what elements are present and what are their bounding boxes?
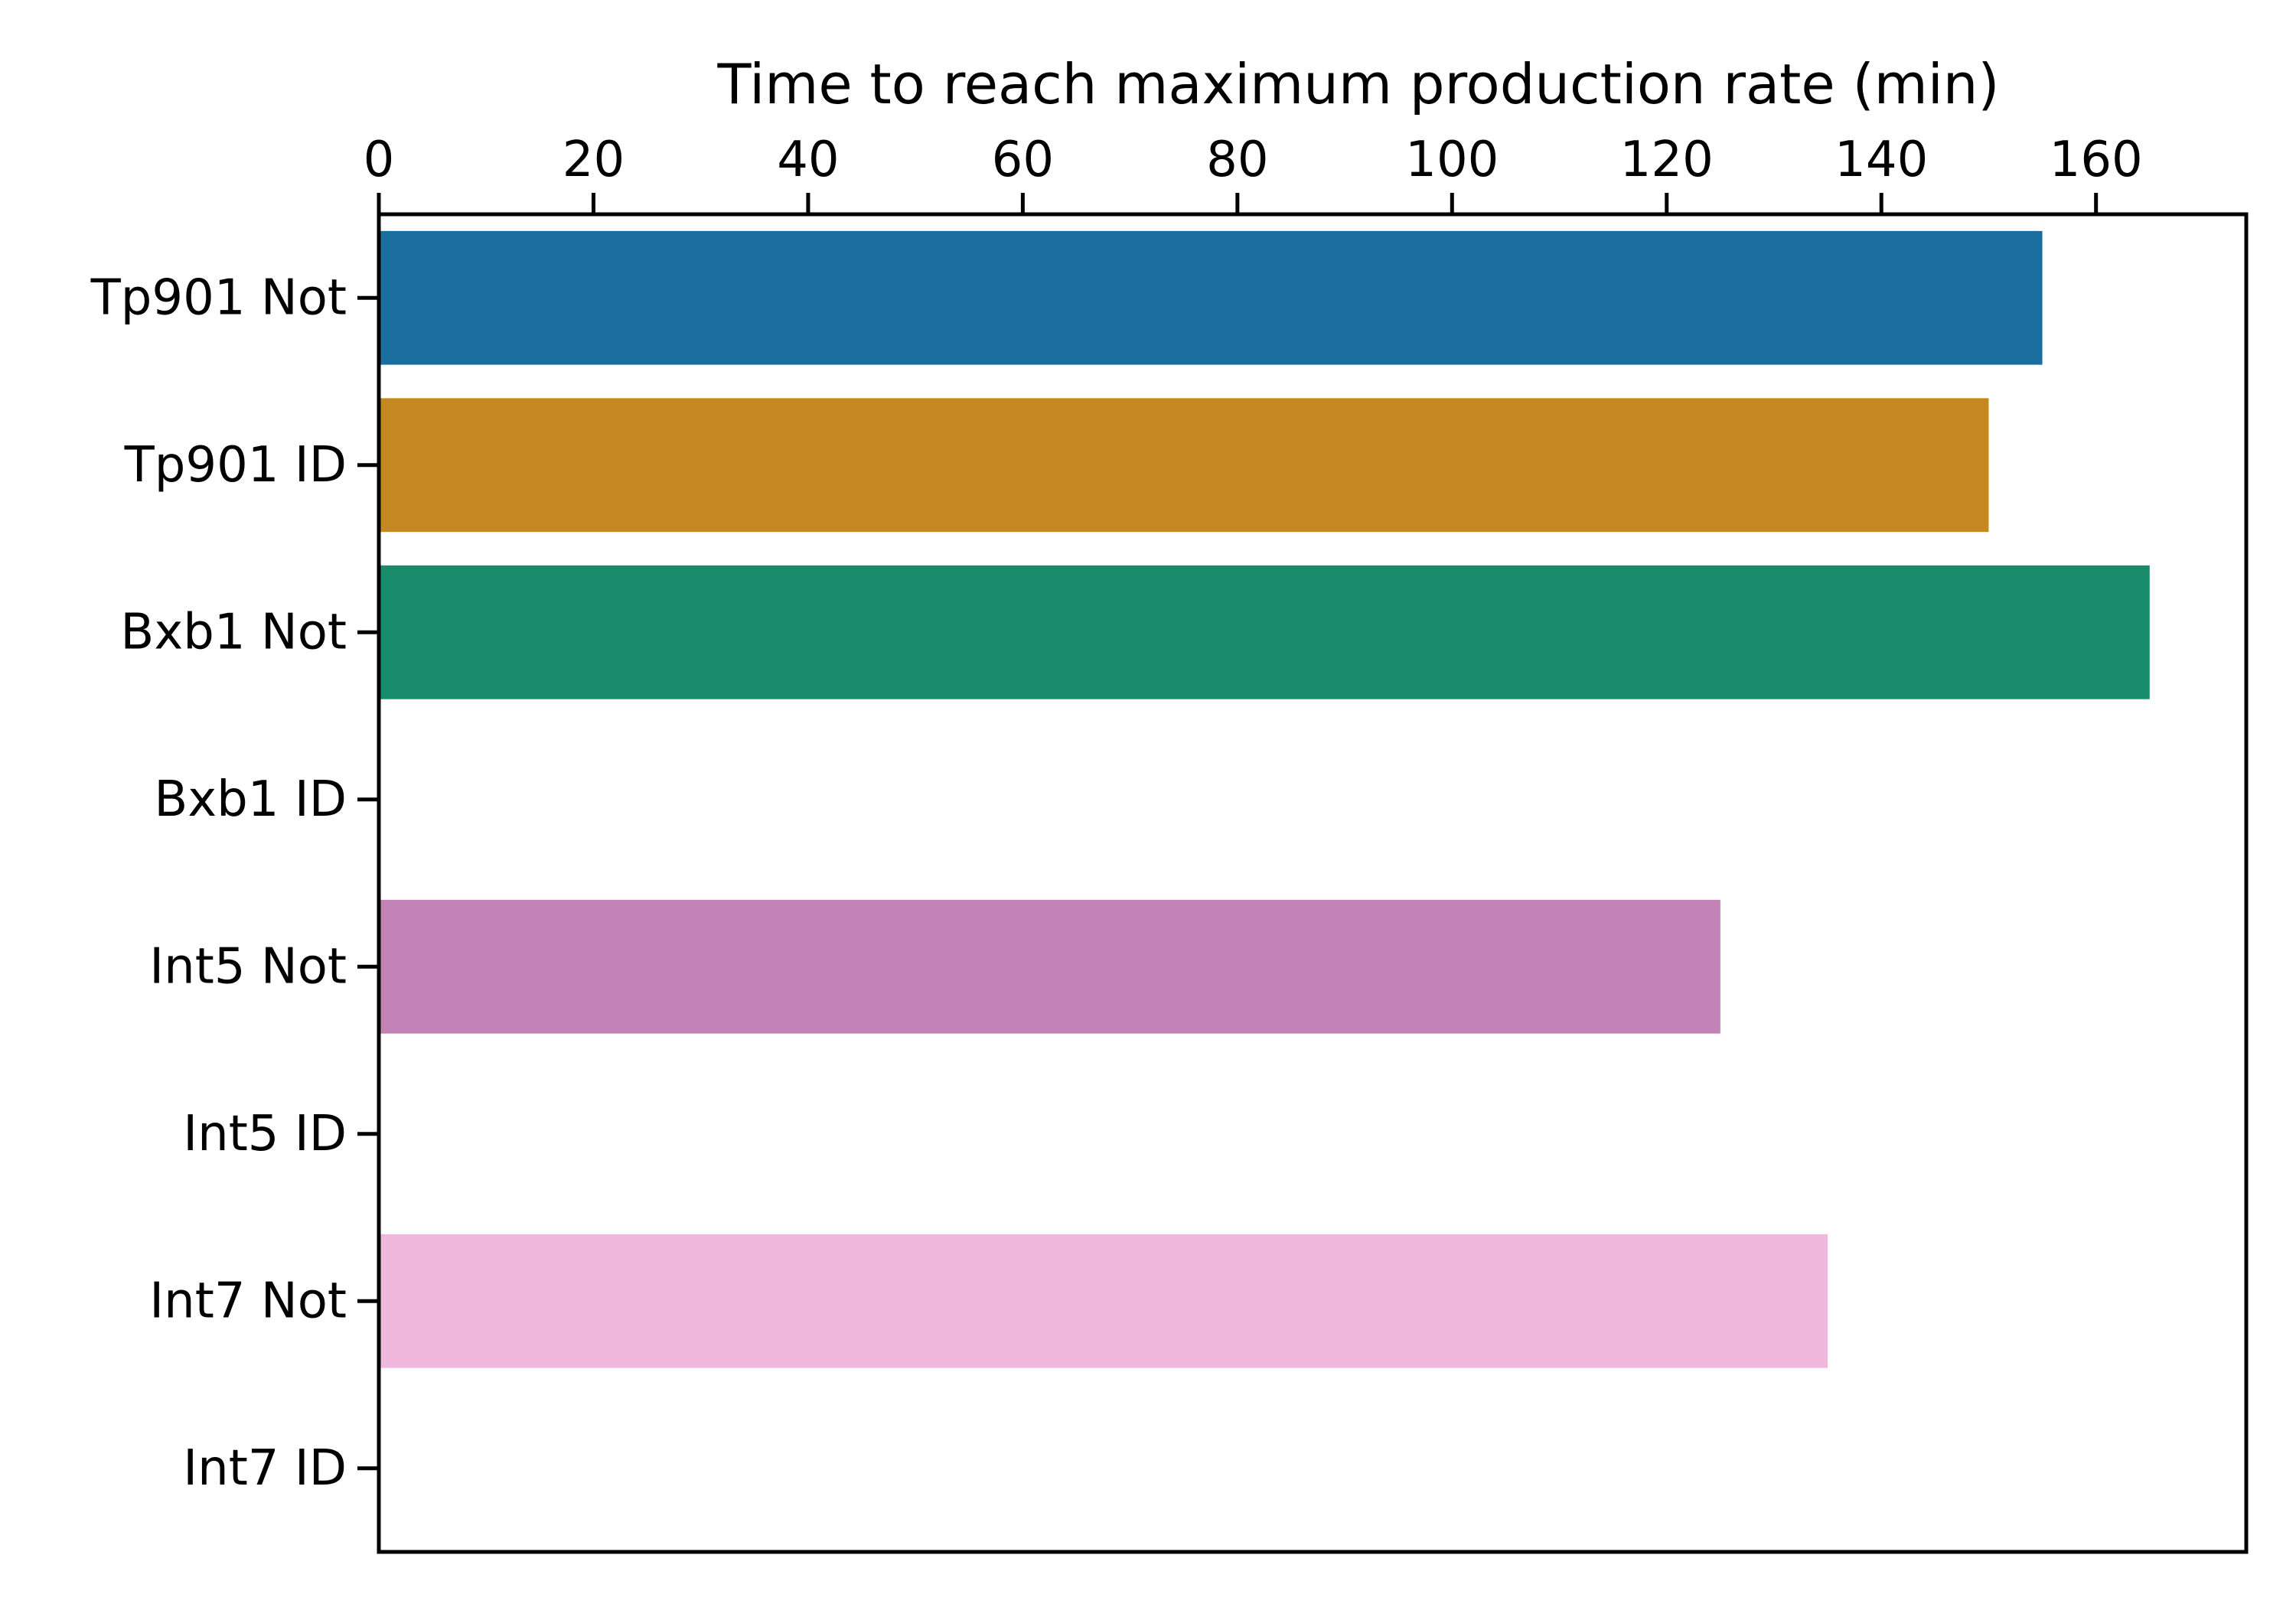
- bar-bxb1-not: [379, 565, 2150, 699]
- y-tick-label: Int7 Not: [149, 1273, 347, 1329]
- x-tick-label: 100: [1405, 132, 1499, 188]
- bar-int5-not: [379, 899, 1720, 1034]
- x-tick-label: 120: [1620, 132, 1714, 188]
- x-tick-label: 60: [992, 132, 1054, 188]
- y-tick-label: Bxb1 Not: [120, 604, 347, 660]
- y-tick-label: Int7 ID: [183, 1440, 347, 1497]
- x-tick-label: 0: [364, 132, 395, 188]
- y-tick-label: Tp901 ID: [124, 437, 347, 494]
- x-tick-label: 140: [1835, 132, 1928, 188]
- y-tick-label: Int5 Not: [149, 938, 347, 995]
- y-tick-label: Int5 ID: [183, 1106, 347, 1162]
- bar-tp901-id: [379, 398, 1989, 533]
- bars-group: [379, 230, 2150, 1368]
- y-tick-label: Bxb1 ID: [154, 771, 347, 828]
- plot-frame: [377, 212, 2249, 1554]
- y-tick-label: Tp901 Not: [90, 269, 347, 326]
- bar-int7-not: [379, 1234, 1828, 1368]
- bar-tp901-not: [379, 230, 2043, 365]
- x-tick-label: 160: [2050, 132, 2143, 188]
- x-tick-label: 20: [563, 132, 625, 188]
- y-axis-ticks: Tp901 Not Tp901 ID Bxb1 Not Bxb1 ID Int5 Not…: [90, 269, 379, 1497]
- x-axis-title: Time to reach maximum production rate (m…: [716, 52, 1999, 116]
- x-tick-label: 40: [777, 132, 839, 188]
- x-axis-ticks: 0 20 40 60 80 100 120 140 160: [364, 132, 2143, 214]
- x-tick-label: 80: [1206, 132, 1268, 188]
